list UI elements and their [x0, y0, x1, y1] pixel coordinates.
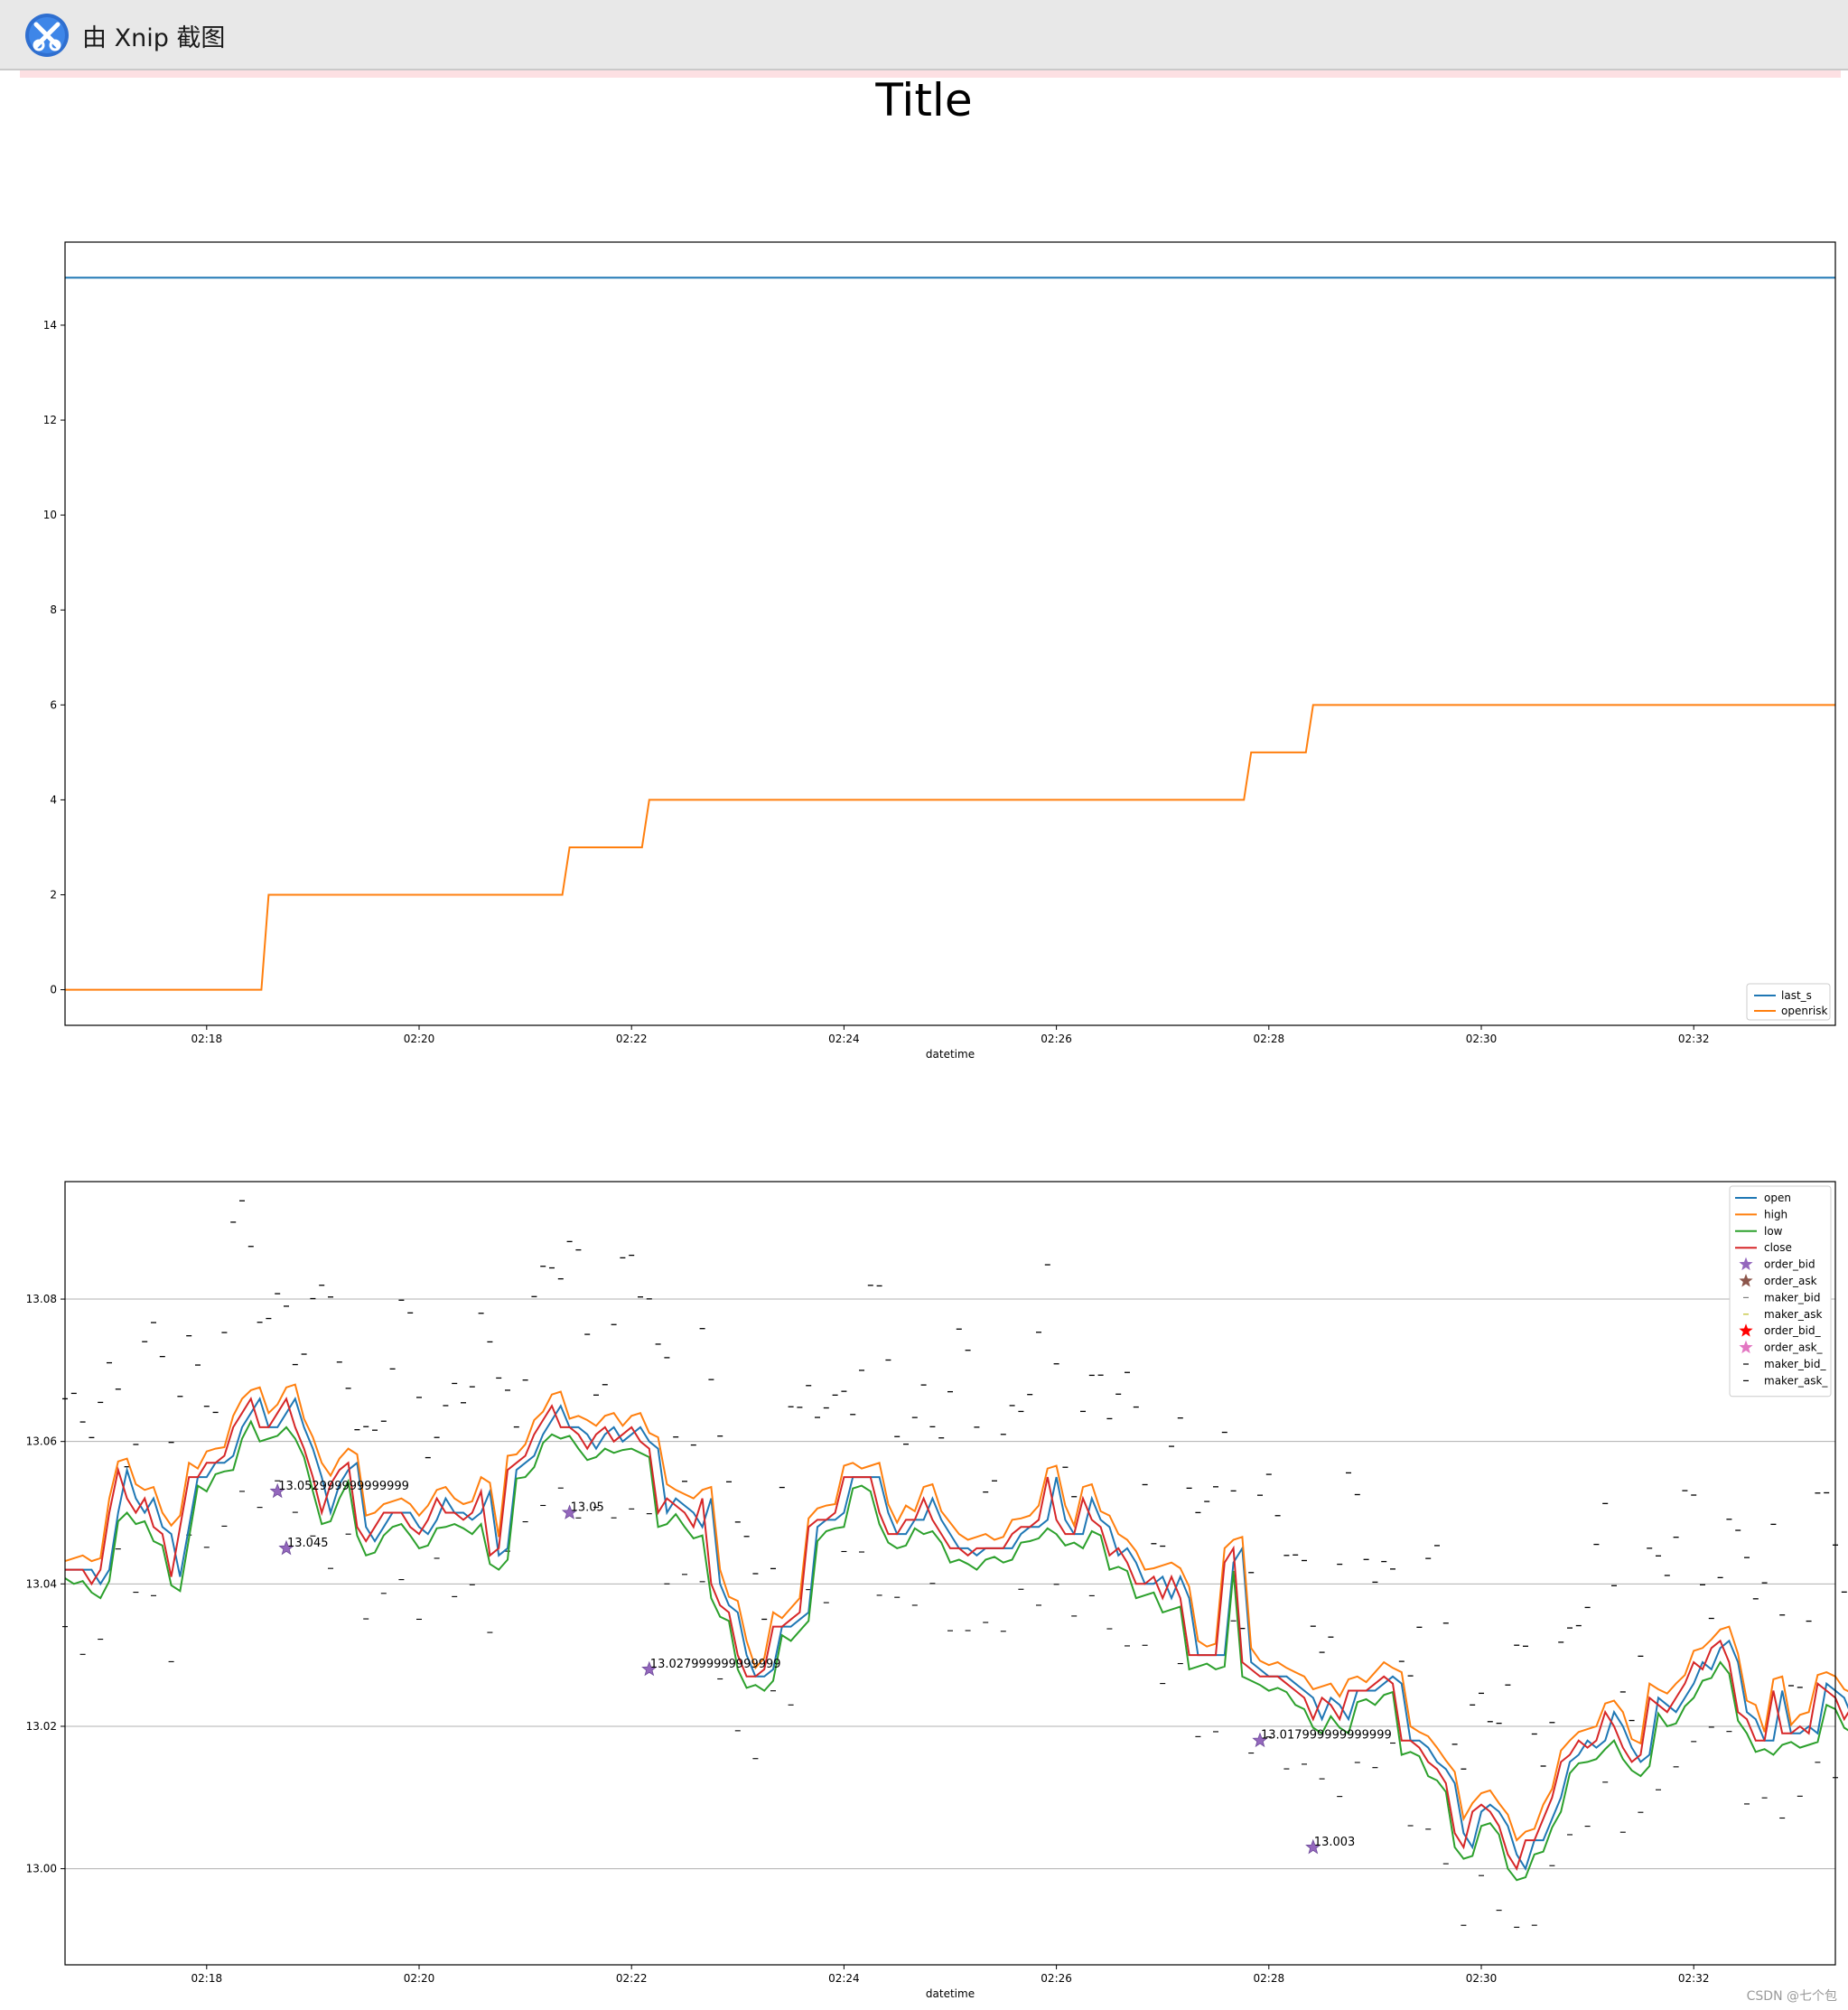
x-tick-label: 02:32 — [1678, 1972, 1710, 1985]
x-tick-label: 02:20 — [404, 1972, 435, 1985]
legend-label-openrisk: openrisk — [1781, 1005, 1827, 1017]
legend-label-maker_bid: maker_bid — [1764, 1291, 1820, 1304]
legend-swatch-order_ask — [1739, 1274, 1753, 1287]
x-tick-label: 02:20 — [404, 1033, 435, 1045]
plot-frame — [64, 241, 1836, 1026]
y-tick-label: 10 — [43, 509, 57, 521]
x-tick-label: 02:24 — [828, 1972, 860, 1985]
x-tick-label: 02:26 — [1041, 1972, 1072, 1985]
y-tick-label: 4 — [50, 793, 57, 806]
x-tick-label: 02:28 — [1254, 1972, 1285, 1985]
watermark: CSDN @七个包 — [1746, 1989, 1837, 2004]
chart-2: 13.00 13.02 13.04 13.06 13.08 02:18 02:20 02:22… — [26, 1181, 1848, 2000]
x-axis-label: datetime — [926, 1048, 975, 1061]
x-tick-label: 02:22 — [616, 1972, 648, 1985]
order-bid-star — [1252, 1732, 1268, 1748]
figure-title: Title — [875, 74, 973, 126]
y-tick-label: 13.02 — [26, 1720, 57, 1733]
legend-label-order_ask: order_ask — [1764, 1275, 1817, 1287]
legend-label-maker_bid_: maker_bid_ — [1764, 1358, 1826, 1370]
legend-label-high: high — [1764, 1208, 1787, 1220]
legend-label-order_ask_: order_ask_ — [1764, 1342, 1824, 1354]
legend-label-maker_ask_: maker_ask_ — [1764, 1374, 1828, 1387]
x-tick-label: 02:26 — [1041, 1033, 1072, 1045]
x-tick-label: 02:24 — [828, 1033, 860, 1045]
order-bid-star — [561, 1504, 578, 1519]
legend-swatch-order_bid_ — [1739, 1323, 1753, 1337]
legend-label-order_bid: order_bid — [1764, 1258, 1815, 1271]
highlight-strip — [20, 70, 1841, 78]
legend-label-order_bid_: order_bid_ — [1764, 1324, 1822, 1337]
order-bid-star — [1305, 1838, 1321, 1855]
legend-label-open: open — [1764, 1192, 1791, 1204]
legend: open high low close order_bid order_ask maker_… — [1729, 1185, 1832, 1398]
series-line-close — [65, 1397, 1848, 1871]
legend: last_s openrisk — [1746, 983, 1831, 1021]
order-bid-star — [269, 1482, 285, 1499]
legend-swatch-order_ask_ — [1739, 1340, 1753, 1354]
y-tick-label: 13.06 — [26, 1435, 57, 1448]
chart-1: 0 2 4 6 8 10 12 14 02:18 02:20 02:22 02:24 02:26 02:2… — [43, 241, 1836, 1061]
series-line-low — [64, 1419, 1848, 1882]
y-tick-label: 14 — [43, 319, 57, 332]
x-tick-label: 02:18 — [191, 1033, 223, 1045]
x-tick-label: 02:28 — [1254, 1033, 1285, 1045]
order-bid-star — [641, 1660, 658, 1677]
legend-box — [1729, 1185, 1832, 1398]
x-tick-label: 02:18 — [191, 1972, 223, 1985]
legend-label-maker_ask: maker_ask — [1764, 1308, 1822, 1321]
y-tick-label: 13.00 — [26, 1863, 57, 1875]
x-tick-label: 02:22 — [616, 1033, 648, 1045]
order-bid-annotation: 13.017999999999999 — [1261, 1729, 1392, 1743]
x-axis-label: datetime — [926, 1987, 975, 2000]
legend-label-last_s: last_s — [1781, 989, 1812, 1002]
x-tick-label: 02:30 — [1466, 1972, 1498, 1985]
capture-titlebar: 由 Xnip 截图 — [0, 0, 1848, 70]
order-bid-annotation: 13.052999999999999 — [278, 1480, 409, 1493]
legend-swatch-order_bid — [1739, 1257, 1753, 1271]
series-line-openrisk — [65, 704, 1835, 991]
plot-frame — [64, 1181, 1836, 1966]
y-tick-label: 2 — [50, 889, 57, 902]
series-line-open — [65, 1397, 1848, 1871]
series-line-high — [64, 1383, 1848, 1842]
legend-label-low: low — [1764, 1225, 1783, 1238]
y-tick-label: 0 — [50, 984, 57, 996]
order-bid-annotation: 13.045 — [287, 1537, 329, 1550]
order-bid-annotation: 13.027999999999999 — [650, 1658, 781, 1671]
order-bid-star — [278, 1539, 294, 1556]
y-tick-label: 8 — [50, 603, 57, 616]
y-tick-label: 13.08 — [26, 1293, 57, 1305]
y-tick-label: 12 — [43, 414, 57, 426]
order-bid-annotation: 13.003 — [1314, 1836, 1356, 1849]
x-tick-label: 02:32 — [1678, 1033, 1710, 1045]
maker-quotes — [62, 1200, 1847, 1928]
y-tick-label: 6 — [50, 698, 57, 711]
app-title: 由 Xnip 截图 — [82, 24, 226, 52]
order-bid-annotation: 13.05 — [571, 1501, 604, 1515]
xnip-logo-icon[interactable] — [23, 12, 70, 59]
y-tick-label: 13.04 — [26, 1577, 57, 1590]
legend-label-close: close — [1764, 1241, 1792, 1254]
x-tick-label: 02:30 — [1466, 1033, 1498, 1045]
